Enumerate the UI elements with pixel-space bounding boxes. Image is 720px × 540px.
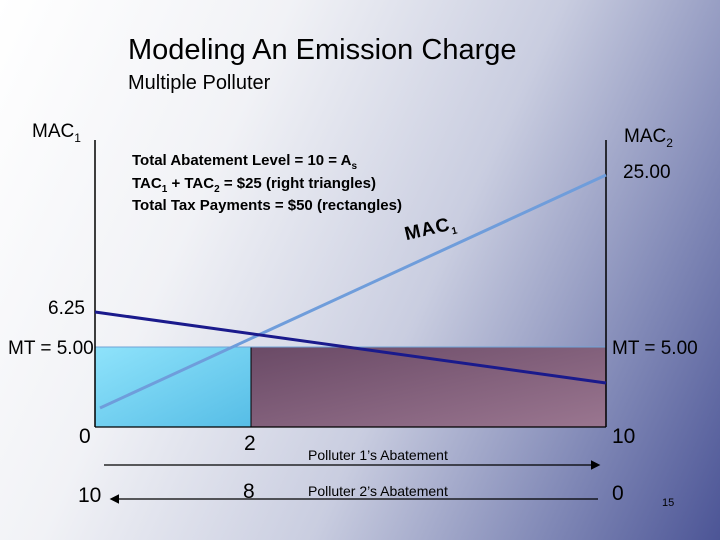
polluter1-end-value: 10 (612, 425, 636, 448)
polluter2-mid-value: 8 (243, 480, 255, 503)
polluter2-tax-rectangle (251, 347, 606, 427)
polluter1-abatement-label: Polluter 1’s Abatement (308, 447, 448, 463)
polluter1-mid-value: 2 (244, 432, 256, 455)
slide-number: 15 (662, 497, 675, 509)
polluter1-start-value: 0 (79, 425, 91, 448)
mac1-axis-label: MAC1 (32, 121, 81, 145)
polluter1-tax-rectangle (95, 347, 251, 427)
total-abatement-text: Total Abatement Level = 10 = As (132, 152, 358, 172)
polluter2-start-value: 10 (78, 484, 102, 507)
polluter2-abatement-label: Polluter 2’s Abatement (308, 483, 448, 499)
tac-text: TAC1 + TAC2 = $25 (right triangles) (132, 175, 376, 195)
mac2-axis-label: MAC2 (624, 126, 673, 150)
mac2-curve (99, 173, 607, 410)
mac1-intercept-value: 6.25 (48, 298, 85, 319)
mac1-curve-line (94, 310, 607, 385)
slide-title: Modeling An Emission Charge (128, 34, 517, 66)
tax-payments-text: Total Tax Payments = $50 (rectangles) (132, 197, 402, 214)
polluter2-end-value: 0 (612, 482, 624, 505)
slide-subtitle: Multiple Polluter (128, 72, 271, 94)
mt-left-label: MT = 5.00 (8, 338, 94, 359)
mt-right-label: MT = 5.00 (612, 338, 698, 359)
mac2-intercept-value: 25.00 (623, 162, 671, 183)
